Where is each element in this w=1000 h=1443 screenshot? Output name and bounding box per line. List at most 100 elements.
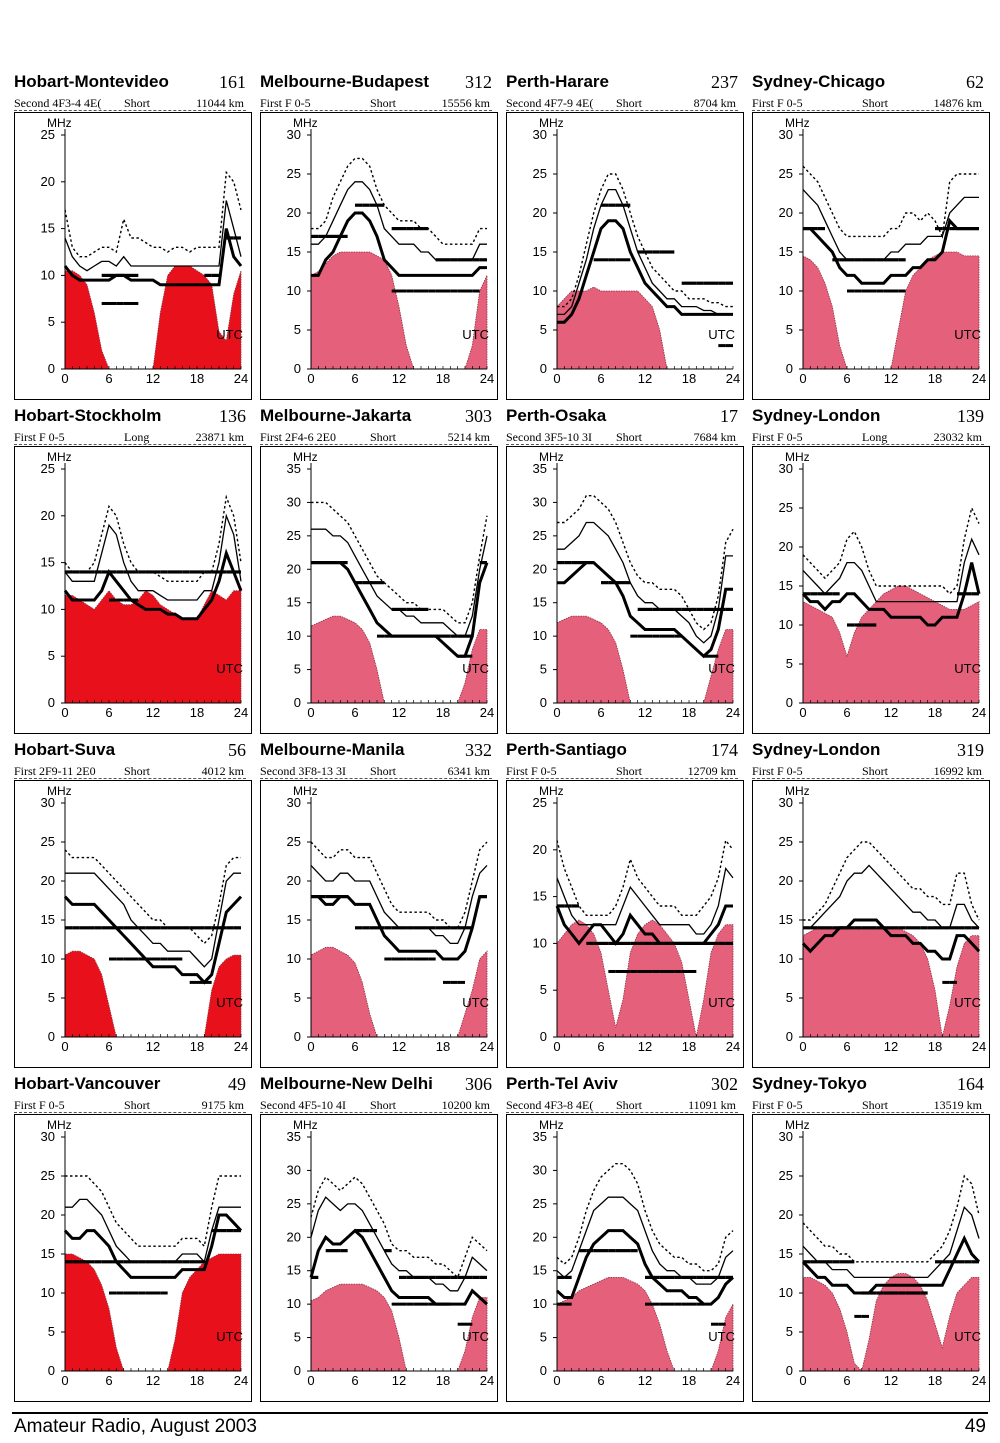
y-axis-label: MHz [539, 784, 564, 798]
y-tick-label: 25 [779, 500, 793, 515]
series-thick-mid [557, 219, 733, 324]
chart-number: 49 [228, 1074, 246, 1094]
chart-number: 312 [465, 72, 492, 92]
chart-header: Melbourne-Manila 332 [260, 740, 492, 762]
x-tick-label: 12 [638, 371, 652, 386]
chart-title: Sydney-Chicago [752, 72, 886, 91]
chart-title: Hobart-Stockholm [14, 406, 162, 425]
y-tick-label: 15 [779, 244, 793, 259]
chart-number: 164 [957, 1074, 984, 1094]
x-tick-label: 18 [928, 371, 942, 386]
chart-number: 302 [711, 1074, 738, 1094]
y-tick-label: 20 [41, 508, 55, 523]
series-dotted-upper [802, 165, 979, 239]
x-tick-label: 0 [61, 1373, 68, 1388]
chart-svg: 0 5 10 15 20 25 30 0 6 12 18 24 MHz UTC [779, 1118, 987, 1388]
y-tick-label: 5 [540, 662, 547, 677]
x-tick-label: 0 [61, 1039, 68, 1054]
y-tick-label: 20 [533, 205, 547, 220]
y-tick-label: 10 [533, 628, 547, 643]
y-tick-label: 5 [540, 1330, 547, 1345]
chart-subheader: First F 0-5 Short 15556 km [260, 96, 492, 111]
chart-panel: Sydney-London 319 First F 0-5 Short 16992 km… [746, 738, 992, 1072]
x-tick-label: 6 [105, 1373, 112, 1388]
x-tick-label: 6 [843, 371, 850, 386]
chart-svg: 0 5 10 15 20 25 0 6 12 18 24 MHz UTC [41, 450, 249, 720]
x-tick-label: 12 [146, 1039, 160, 1054]
x-axis-label: UTC [708, 661, 735, 676]
chart-frame: 0 5 10 15 20 25 30 35 0 6 12 18 24 MHz UTC [506, 1114, 744, 1402]
series-dotted-upper [311, 501, 488, 624]
y-tick-label: 15 [779, 1246, 793, 1261]
series-dotted-upper [64, 170, 242, 258]
x-tick-label: 6 [105, 371, 112, 386]
chart-subheader: First F 0-5 Short 13519 km [752, 1098, 984, 1113]
x-tick-label: 6 [597, 1039, 604, 1054]
y-tick-label: 30 [287, 494, 301, 509]
path-distance: 6341 km [447, 764, 490, 778]
chart-header: Sydney-Chicago 62 [752, 72, 984, 94]
y-tick-label: 30 [533, 494, 547, 509]
path-type: Short [124, 764, 151, 778]
path-distance: 23032 km [933, 430, 982, 444]
y-tick-label: 30 [779, 1129, 793, 1144]
chart-header: Sydney-Tokyo 164 [752, 1074, 984, 1096]
y-tick-label: 5 [540, 322, 547, 337]
chart-frame: 0 5 10 15 20 25 30 0 6 12 18 24 MHz UTC [506, 112, 744, 400]
x-tick-label: 18 [928, 1373, 942, 1388]
chart-frame: 0 5 10 15 20 25 30 35 0 6 12 18 24 MHz UTC [260, 446, 498, 734]
x-tick-label: 6 [105, 705, 112, 720]
x-tick-label: 18 [436, 371, 450, 386]
chart-number: 332 [465, 740, 492, 760]
x-tick-label: 12 [884, 1039, 898, 1054]
y-tick-label: 5 [294, 1330, 301, 1345]
chart-title: Hobart-Montevideo [14, 72, 169, 91]
x-tick-label: 12 [392, 1039, 406, 1054]
y-tick-label: 25 [41, 834, 55, 849]
y-tick-label: 15 [287, 1263, 301, 1278]
series-dotted-upper [557, 495, 734, 631]
luf-area [310, 615, 488, 704]
y-tick-label: 30 [779, 795, 793, 810]
chart-frame: 0 5 10 15 20 25 0 6 12 18 24 MHz UTC [506, 780, 744, 1068]
y-tick-label: 5 [48, 990, 55, 1005]
luf-area [310, 251, 488, 370]
y-tick-label: 15 [779, 912, 793, 927]
x-tick-label: 24 [726, 371, 740, 386]
y-tick-label: 35 [287, 1129, 301, 1144]
y-tick-label: 5 [48, 648, 55, 663]
x-tick-label: 24 [726, 705, 740, 720]
x-axis-label: UTC [708, 327, 735, 342]
x-tick-label: 0 [553, 1373, 560, 1388]
x-tick-label: 18 [682, 1373, 696, 1388]
chart-panel: Melbourne-Manila 332 Second 3F8-13 3I Short… [254, 738, 500, 1072]
series-thick-mid [63, 1213, 243, 1279]
chart-header: Hobart-Stockholm 136 [14, 406, 246, 428]
path-distance: 10200 km [441, 1098, 490, 1112]
chart-title: Hobart-Vancouver [14, 1074, 161, 1093]
chart-frame: 0 5 10 15 20 25 30 0 6 12 18 24 MHz UTC [260, 780, 498, 1068]
chart-svg: 0 5 10 15 20 25 30 0 6 12 18 24 MHz UTC [287, 784, 495, 1054]
series-dotted-upper [802, 1174, 980, 1263]
propagation-mode: Second 4F3-8 4E( [506, 1098, 594, 1112]
chart-panel: Sydney-London 139 First F 0-5 Long 23032 km 0… [746, 404, 992, 738]
path-distance: 12709 km [687, 764, 736, 778]
path-distance: 9175 km [201, 1098, 244, 1112]
series-dotted-upper [310, 841, 488, 929]
chart-panel: Hobart-Montevideo 161 Second 4F3-4 4E(Shor… [8, 70, 254, 404]
x-axis-label: UTC [462, 995, 489, 1010]
chart-header: Sydney-London 319 [752, 740, 984, 762]
series-thin-solid [557, 188, 733, 316]
chart-svg: 0 5 10 15 20 25 30 0 6 12 18 24 MHz UTC [287, 116, 495, 386]
x-tick-label: 12 [392, 371, 406, 386]
chart-svg: 0 5 10 15 20 25 30 35 0 6 12 18 24 MHz UTC [533, 1118, 741, 1388]
y-tick-label: 35 [533, 461, 547, 476]
y-tick-label: 5 [294, 662, 301, 677]
chart-header: Melbourne-New Delhi 306 [260, 1074, 492, 1096]
x-tick-label: 18 [190, 371, 204, 386]
y-axis-label: MHz [539, 450, 564, 464]
path-distance: 16992 km [933, 764, 982, 778]
y-tick-label: 10 [533, 935, 547, 950]
y-tick-label: 0 [786, 1029, 793, 1044]
propagation-mode: First F 0-5 [506, 764, 557, 778]
